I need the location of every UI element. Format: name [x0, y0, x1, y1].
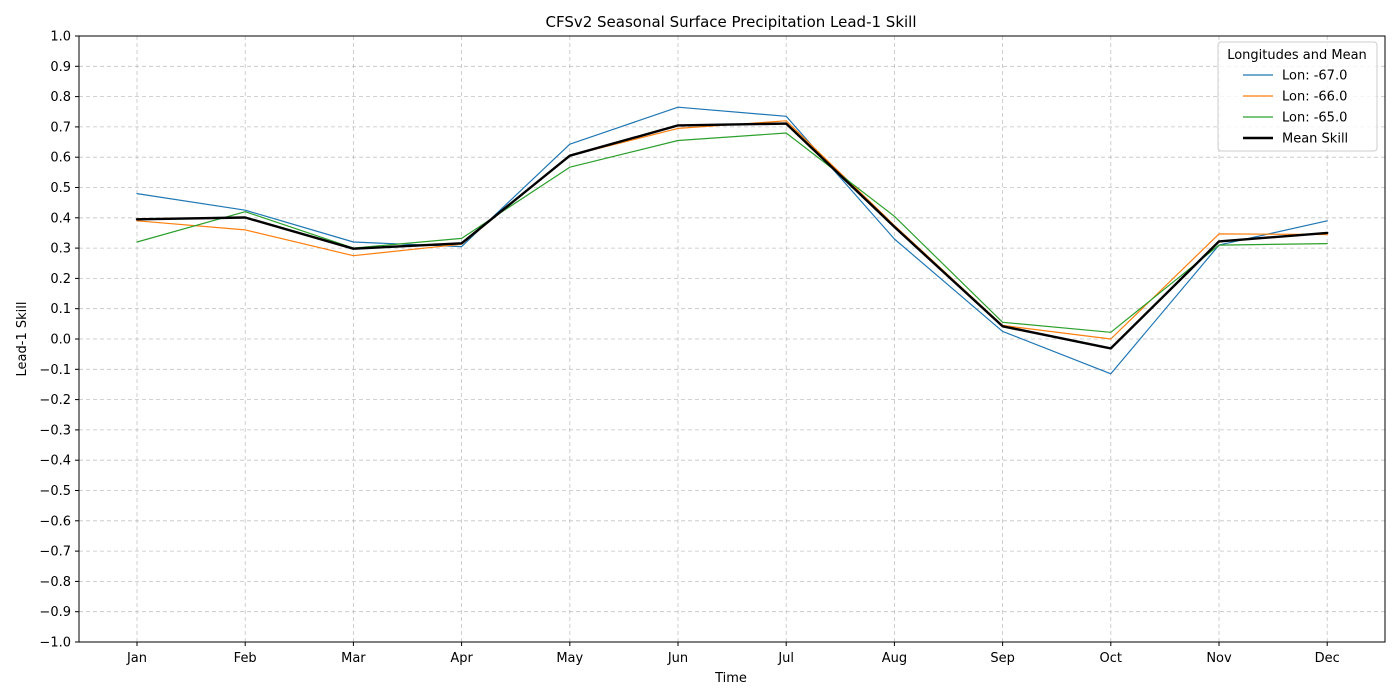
y-tick-label: 0.4 [50, 211, 71, 226]
y-axis-label: Lead-1 Skill [15, 302, 30, 377]
series-line-2 [136, 132, 1328, 333]
legend-label: Lon: -67.0 [1282, 69, 1347, 84]
y-tick-label: −0.5 [39, 484, 71, 499]
y-tick-label: −0.2 [39, 393, 71, 408]
legend-label: Lon: -66.0 [1282, 90, 1347, 105]
x-axis-label: Time [714, 671, 747, 686]
chart-title: CFSv2 Seasonal Surface Precipitation Lea… [545, 13, 916, 31]
y-tick-label: −1.0 [39, 636, 71, 651]
y-tick-label: −0.6 [39, 514, 71, 529]
y-tick-label: 1.0 [50, 30, 71, 45]
y-tick-label: 0.7 [50, 120, 71, 135]
legend-label: Lon: -65.0 [1282, 111, 1347, 126]
x-tick-label: Oct [1100, 651, 1122, 666]
x-tick-label: May [556, 651, 583, 666]
y-tick-label: −0.4 [39, 454, 71, 469]
y-tick-label: −0.7 [39, 545, 71, 560]
y-tick-label: 0.6 [50, 151, 71, 166]
y-tick-label: −0.1 [39, 363, 71, 378]
series-line-3 [135, 122, 1329, 350]
grid-layer [79, 35, 1385, 643]
x-tick-label: Jan [126, 651, 147, 666]
legend: Longitudes and Mean Lon: -67.0 Lon: -66.0… [1217, 41, 1378, 152]
x-tick-label: Nov [1206, 651, 1232, 666]
series-line-0 [136, 106, 1328, 375]
y-tick-label: 0.2 [50, 272, 71, 287]
x-tick-label: Apr [450, 651, 473, 666]
y-tick-label: 0.9 [50, 60, 71, 75]
legend-label: Mean Skill [1282, 132, 1348, 147]
y-tick-label: 0.0 [50, 333, 71, 348]
y-tick-label: −0.3 [39, 423, 71, 438]
series-layer [135, 106, 1329, 375]
x-tick-label: Sep [990, 651, 1015, 666]
x-tick-label: Jul [777, 651, 794, 666]
y-tick-label: −0.9 [39, 605, 71, 620]
x-tick-label: Aug [882, 651, 907, 666]
y-tick-label: 0.1 [50, 302, 71, 317]
x-tick-label: Jun [667, 651, 688, 666]
y-tick-label: 0.3 [50, 242, 71, 257]
tick-layer: 1.0 0.9 0.8 0.7 0.6 0.5 0.4 0.3 0.2 0.1 0.0 −0.1 −0.… [39, 30, 1339, 667]
x-tick-label: Feb [234, 651, 257, 666]
x-tick-label: Dec [1315, 651, 1340, 666]
x-tick-label: Mar [341, 651, 366, 666]
y-tick-label: 0.8 [50, 90, 71, 105]
y-tick-label: −0.8 [39, 575, 71, 590]
legend-box [1217, 41, 1378, 152]
legend-title: Longitudes and Mean [1227, 48, 1367, 63]
legend-items: Lon: -67.0 Lon: -66.0 Lon: -65.0 Mean Skill [1243, 69, 1348, 147]
series-line-1 [136, 120, 1328, 340]
y-tick-label: 0.5 [50, 181, 71, 196]
